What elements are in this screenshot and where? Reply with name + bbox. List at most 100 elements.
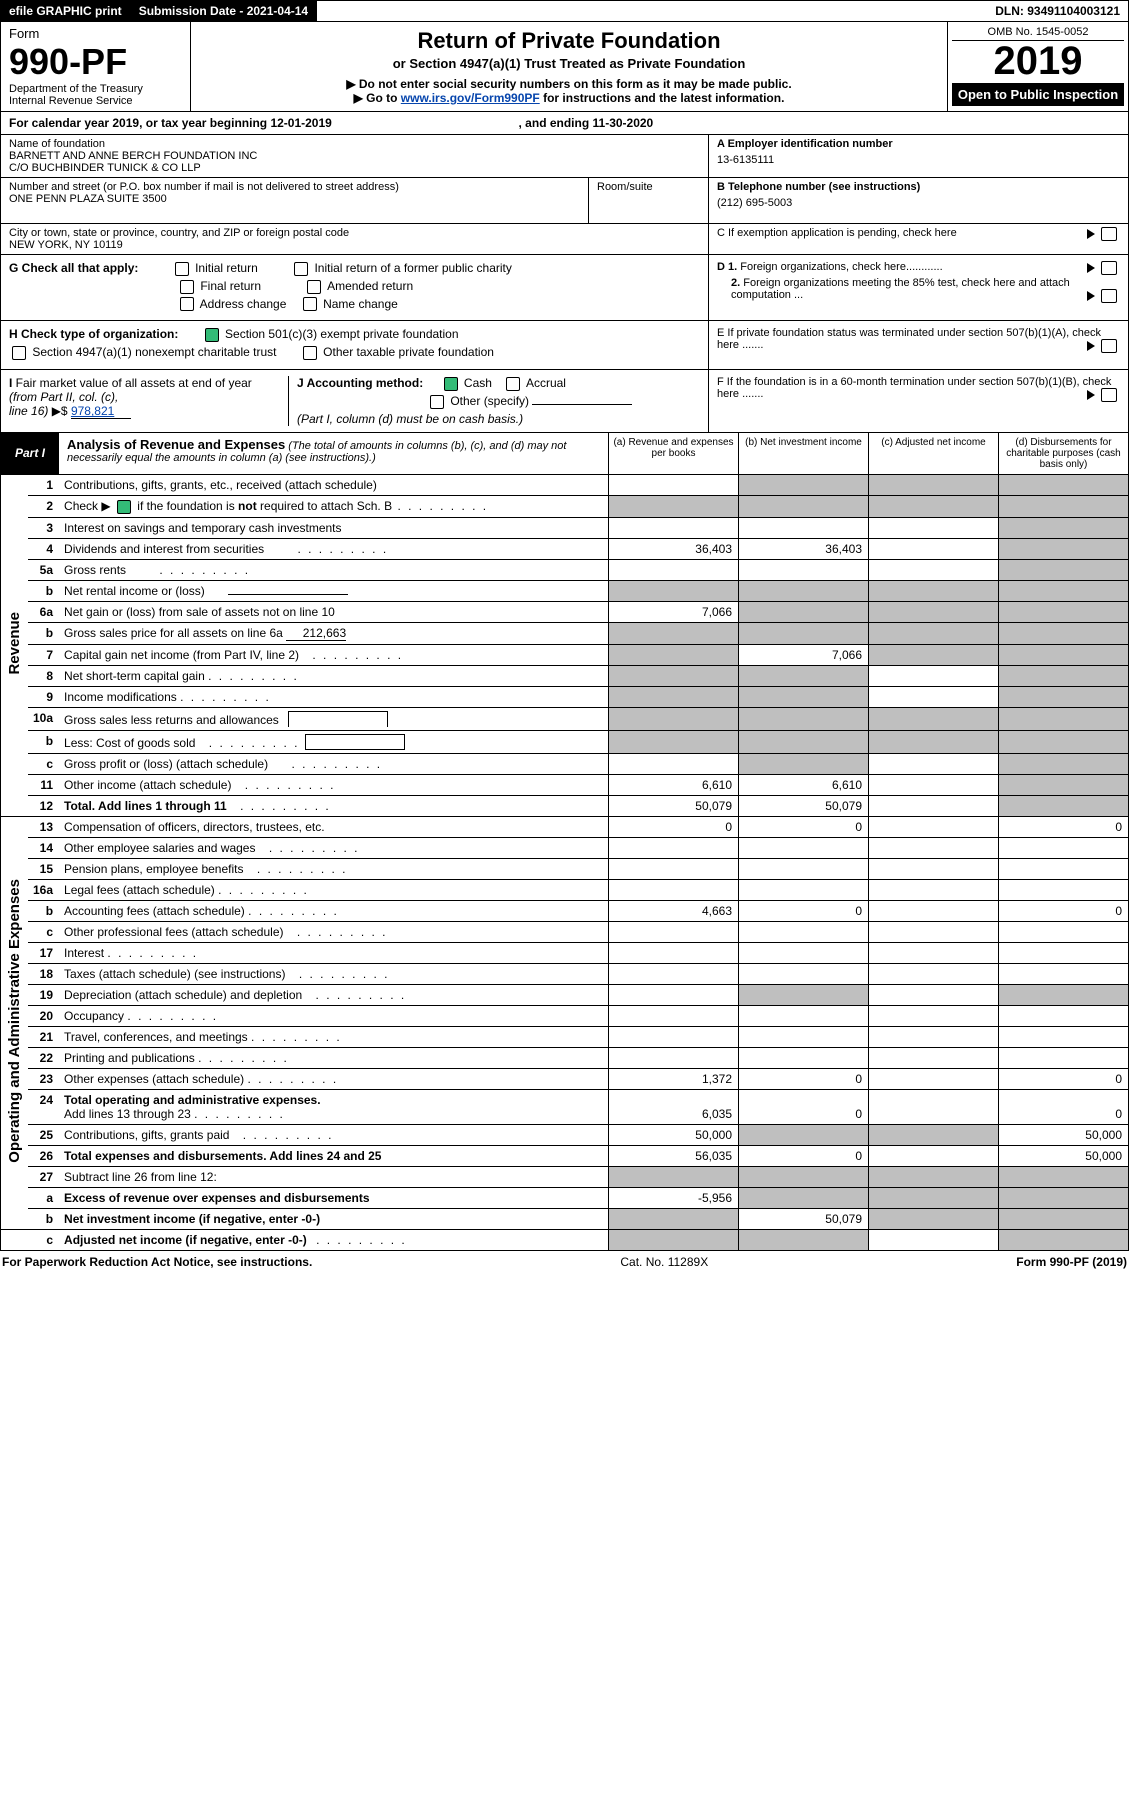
tel-value: (212) 695-5003 <box>717 197 1120 209</box>
g-amended-checkbox[interactable] <box>307 280 321 294</box>
ein-value: 13-6135111 <box>717 154 1120 166</box>
calendar-begin: For calendar year 2019, or tax year begi… <box>9 116 332 130</box>
g-initial-checkbox[interactable] <box>175 262 189 276</box>
h-501c3-checkbox[interactable] <box>205 328 219 342</box>
d2-label: Foreign organizations meeting the 85% te… <box>731 277 1070 301</box>
c-label: C If exemption application is pending, c… <box>717 227 957 239</box>
foundation-name-2: C/O BUCHBINDER TUNICK & CO LLP <box>9 162 700 174</box>
table-row: 3Interest on savings and temporary cash … <box>1 517 1129 538</box>
header-right: OMB No. 1545-0052 2019 Open to Public In… <box>948 22 1128 111</box>
arrow-icon <box>1087 291 1095 301</box>
city-c-row: City or town, state or province, country… <box>0 224 1129 255</box>
form-header: Form 990-PF Department of the Treasury I… <box>0 22 1129 112</box>
part1-desc: Analysis of Revenue and Expenses (The to… <box>59 433 608 474</box>
part1-table: Revenue 1Contributions, gifts, grants, e… <box>0 475 1129 1251</box>
section-h-e: H Check type of organization: Section 50… <box>0 321 1129 370</box>
arrow-icon <box>1087 263 1095 273</box>
table-row: 16aLegal fees (attach schedule) <box>1 879 1129 900</box>
g-initial-former-checkbox[interactable] <box>294 262 308 276</box>
table-row: 20Occupancy <box>1 1005 1129 1026</box>
part1-label: Part I <box>1 433 59 474</box>
note-ssn: ▶ Do not enter social security numbers o… <box>197 77 941 91</box>
schb-checkbox[interactable] <box>117 500 131 514</box>
calendar-year-row: For calendar year 2019, or tax year begi… <box>0 112 1129 135</box>
revenue-side-label: Revenue <box>6 612 23 675</box>
dept-label: Department of the Treasury <box>9 83 182 95</box>
addr-label: Number and street (or P.O. box number if… <box>9 181 580 193</box>
note-link: ▶ Go to www.irs.gov/Form990PF for instru… <box>197 91 941 105</box>
part1-header: Part I Analysis of Revenue and Expenses … <box>0 433 1129 475</box>
table-row: bLess: Cost of goods sold <box>1 730 1129 753</box>
table-row: 27Subtract line 26 from line 12: <box>1 1166 1129 1187</box>
h-4947-checkbox[interactable] <box>12 346 26 360</box>
j-other-checkbox[interactable] <box>430 395 444 409</box>
table-row: 24Total operating and administrative exp… <box>1 1089 1129 1124</box>
table-row: cOther professional fees (attach schedul… <box>1 921 1129 942</box>
top-bar: efile GRAPHIC print Submission Date - 20… <box>0 0 1129 22</box>
j-accrual-checkbox[interactable] <box>506 377 520 391</box>
h-other-checkbox[interactable] <box>303 346 317 360</box>
c-checkbox[interactable] <box>1101 227 1117 241</box>
name-label: Name of foundation <box>9 138 700 150</box>
form-label: Form <box>9 26 182 41</box>
foundation-name-1: BARNETT AND ANNE BERCH FOUNDATION INC <box>9 150 700 162</box>
table-row: 21Travel, conferences, and meetings <box>1 1026 1129 1047</box>
page-footer: For Paperwork Reduction Act Notice, see … <box>0 1251 1129 1273</box>
table-row: aExcess of revenue over expenses and dis… <box>1 1187 1129 1208</box>
expenses-side-label: Operating and Administrative Expenses <box>6 879 23 1163</box>
table-row: 26Total expenses and disbursements. Add … <box>1 1145 1129 1166</box>
tax-year: 2019 <box>952 41 1124 81</box>
table-row: 22Printing and publications <box>1 1047 1129 1068</box>
g-address-checkbox[interactable] <box>180 297 194 311</box>
j-label: J Accounting method: <box>297 376 423 390</box>
name-ein-row: Name of foundation BARNETT AND ANNE BERC… <box>0 135 1129 178</box>
submission-date: Submission Date - 2021-04-14 <box>131 1 317 21</box>
f-label: F If the foundation is in a 60-month ter… <box>717 376 1111 400</box>
irs-link[interactable]: www.irs.gov/Form990PF <box>401 91 540 105</box>
table-row: 12Total. Add lines 1 through 11 50,07950… <box>1 795 1129 816</box>
table-row: 8Net short-term capital gain <box>1 665 1129 686</box>
table-row: 4Dividends and interest from securities … <box>1 538 1129 559</box>
table-row: bGross sales price for all assets on lin… <box>1 622 1129 644</box>
arrow-icon <box>1087 390 1095 400</box>
table-row: Revenue 1Contributions, gifts, grants, e… <box>1 475 1129 496</box>
table-row: 10aGross sales less returns and allowanc… <box>1 707 1129 730</box>
table-row: 6aNet gain or (loss) from sale of assets… <box>1 601 1129 622</box>
table-row: cGross profit or (loss) (attach schedule… <box>1 753 1129 774</box>
g-final-checkbox[interactable] <box>180 280 194 294</box>
h-label: H Check type of organization: <box>9 327 178 341</box>
calendar-end: , and ending 11-30-2020 <box>519 116 654 130</box>
city-label: City or town, state or province, country… <box>9 227 700 239</box>
fmv-value[interactable]: 978,821 <box>71 404 131 419</box>
d2-checkbox[interactable] <box>1101 289 1117 303</box>
table-row: 18Taxes (attach schedule) (see instructi… <box>1 963 1129 984</box>
arrow-icon <box>1087 341 1095 351</box>
col-a-head: (a) Revenue and expenses per books <box>608 433 738 474</box>
dln: DLN: 93491104003121 <box>987 1 1128 21</box>
e-checkbox[interactable] <box>1101 339 1117 353</box>
arrow-icon <box>1087 229 1095 239</box>
efile-label[interactable]: efile GRAPHIC print <box>1 1 131 21</box>
table-row: 5aGross rents <box>1 559 1129 580</box>
j-note: (Part I, column (d) must be on cash basi… <box>297 412 700 426</box>
d1-checkbox[interactable] <box>1101 261 1117 275</box>
table-row: 17Interest <box>1 942 1129 963</box>
g-label: G Check all that apply: <box>9 261 138 275</box>
d1-label: Foreign organizations, check here.......… <box>740 261 942 273</box>
table-row: cAdjusted net income (if negative, enter… <box>1 1229 1129 1250</box>
f-checkbox[interactable] <box>1101 388 1117 402</box>
address-phone-row: Number and street (or P.O. box number if… <box>0 178 1129 224</box>
j-cash-checkbox[interactable] <box>444 377 458 391</box>
table-row: 25Contributions, gifts, grants paid 50,0… <box>1 1124 1129 1145</box>
header-left: Form 990-PF Department of the Treasury I… <box>1 22 191 111</box>
section-i-j-f: I Fair market value of all assets at end… <box>0 370 1129 433</box>
header-center: Return of Private Foundation or Section … <box>191 22 948 111</box>
i-label: I Fair market value of all assets at end… <box>9 376 282 404</box>
table-row: bNet investment income (if negative, ent… <box>1 1208 1129 1229</box>
irs-label: Internal Revenue Service <box>9 95 182 107</box>
addr-value: ONE PENN PLAZA SUITE 3500 <box>9 193 580 205</box>
table-row: bNet rental income or (loss) <box>1 580 1129 601</box>
form-subtitle: or Section 4947(a)(1) Trust Treated as P… <box>197 56 941 71</box>
table-row: 19Depreciation (attach schedule) and dep… <box>1 984 1129 1005</box>
g-name-checkbox[interactable] <box>303 297 317 311</box>
